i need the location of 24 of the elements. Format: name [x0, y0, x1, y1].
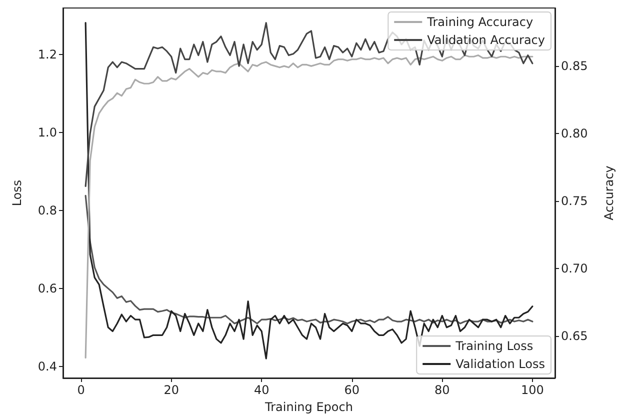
y2-tick-label: 0.80 — [561, 126, 588, 141]
x-tick-label: 100 — [520, 383, 544, 397]
y-tick-label: 0.8 — [38, 204, 57, 218]
legend-label: Validation Loss — [456, 357, 545, 371]
x-tick-label: 60 — [344, 383, 360, 397]
x-axis-title: Training Epoch — [264, 400, 353, 414]
y2-tick-label: 0.85 — [561, 59, 588, 74]
legend-label: Validation Accuracy — [427, 33, 546, 47]
legend-label: Training Loss — [454, 339, 534, 353]
x-tick-label: 20 — [164, 383, 179, 397]
y-tick-label: 0.4 — [38, 359, 57, 374]
x-tick-label: 80 — [434, 383, 450, 397]
y2-tick-label: 0.65 — [561, 329, 588, 344]
x-tick-label: 0 — [77, 383, 85, 397]
y2-axis-title: Accuracy — [602, 166, 616, 220]
y2-tick-label: 0.70 — [561, 262, 588, 276]
y-tick-label: 0.6 — [38, 281, 57, 296]
y-tick-label: 1.2 — [38, 48, 57, 62]
y-tick-label: 1.0 — [38, 126, 57, 140]
x-tick-label: 40 — [254, 383, 270, 397]
legend-label: Training Accuracy — [426, 15, 534, 29]
y2-tick-label: 0.75 — [561, 194, 588, 208]
line-series — [84, 194, 534, 324]
y-axis-title: Loss — [10, 180, 24, 206]
